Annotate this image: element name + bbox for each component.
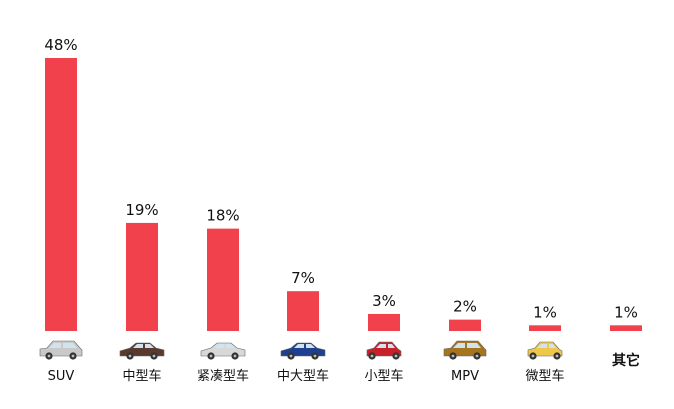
bar-value-label: 7%: [291, 269, 315, 287]
bar-value-label: 1%: [533, 303, 557, 321]
bar: [287, 291, 319, 331]
suv-icon: [39, 340, 83, 360]
bar-value-label: 19%: [125, 201, 158, 219]
category-label: 其它: [612, 352, 640, 369]
bar-value-label: 2%: [453, 298, 477, 316]
value-labels: 48% 19% 18% 7% 3% 2% 1% 1%: [44, 36, 638, 321]
category-label: 中大型车: [277, 368, 329, 384]
category-label: SUV: [48, 369, 75, 384]
bars: [45, 58, 642, 331]
midsize-sedan-icon: [119, 342, 165, 360]
bar-value-label: 18%: [206, 207, 239, 225]
bar: [126, 222, 158, 331]
compact-sedan-icon: [200, 342, 246, 360]
bar: [45, 58, 77, 331]
mpv-icon: [443, 340, 487, 360]
category-label: MPV: [451, 369, 479, 384]
large-sedan-icon: [280, 342, 326, 360]
category-icons: [39, 340, 563, 360]
bar: [529, 325, 561, 331]
category-labels: SUV 中型车 紧凑型车 中大型车 小型车 MPV 微型车 其它: [48, 352, 640, 384]
bar: [610, 325, 642, 331]
mini-car-icon: [527, 341, 563, 360]
category-label: 小型车: [364, 368, 403, 384]
bar-value-label: 1%: [614, 303, 638, 321]
bar: [207, 228, 239, 331]
category-label: 紧凑型车: [197, 368, 249, 384]
bar-value-label: 48%: [44, 36, 77, 54]
bar-value-label: 3%: [372, 292, 396, 310]
category-label: 中型车: [122, 368, 161, 384]
bar: [368, 313, 400, 331]
bar: [449, 319, 481, 331]
category-label: 微型车: [525, 368, 564, 384]
small-car-icon: [366, 341, 402, 360]
